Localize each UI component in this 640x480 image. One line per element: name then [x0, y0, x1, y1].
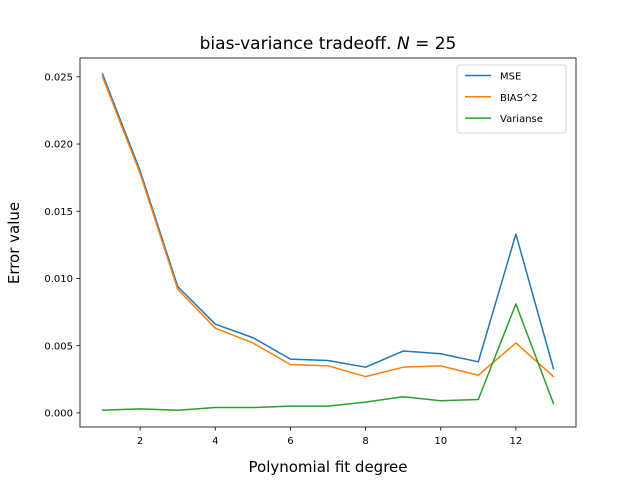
x-tick-label: 8 [362, 436, 368, 447]
y-tick-label: 0.015 [44, 207, 73, 218]
y-tick-label: 0.000 [44, 408, 73, 419]
y-axis: 0.000 0.005 0.010 0.015 0.020 0.025 [44, 72, 80, 419]
x-tick-label: 4 [212, 436, 218, 447]
legend-label-bias-2: BIAS^2 [500, 93, 538, 104]
series-line-mse [101, 73, 555, 370]
legend-label-mse: MSE [500, 72, 521, 83]
plot-frame [79, 57, 577, 428]
y-tick-label: 0.020 [44, 140, 73, 151]
series-line-bias-2 [101, 75, 555, 378]
legend-box [456, 64, 567, 134]
x-axis-label: Polynomial fit degree [249, 458, 408, 476]
x-tick-label: 6 [287, 436, 293, 447]
legend: MSE BIAS^2 Varianse [456, 64, 567, 134]
x-tick-label: 10 [434, 436, 447, 447]
y-tick-label: 0.010 [44, 274, 73, 285]
series-line-varianse [101, 303, 555, 411]
x-axis: 2 4 6 8 10 12 [137, 427, 522, 447]
x-tick-label: 12 [510, 436, 523, 447]
y-tick-label: 0.025 [44, 72, 73, 83]
x-tick-label: 2 [137, 436, 143, 447]
y-axis-label: Error value [5, 202, 23, 284]
chart-title: bias-variance tradeoff. N = 25 [200, 34, 457, 54]
series-lines [101, 73, 555, 411]
legend-label-varianse: Varianse [500, 114, 543, 125]
y-tick-label: 0.005 [44, 341, 73, 352]
